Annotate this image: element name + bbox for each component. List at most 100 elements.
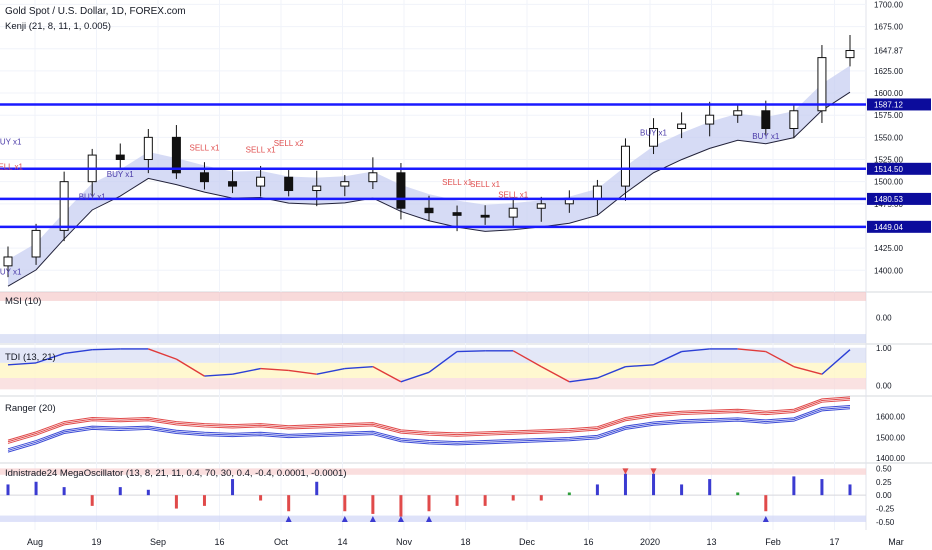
tdi-line-segment	[148, 348, 177, 360]
candle-body	[31, 229, 41, 258]
tdi-line-segment	[232, 367, 261, 375]
tdi-line-segment	[400, 371, 430, 383]
kenji-indicator-label[interactable]: Kenji (21, 8, 11, 1, 0.005)	[5, 21, 111, 32]
x-tick-label: Sep	[150, 537, 166, 547]
osc-buy-marker	[369, 515, 376, 522]
level-price-text: 1449.04	[874, 223, 903, 232]
candle-body	[761, 110, 771, 129]
last-price-text: 1647.87	[874, 47, 903, 56]
candle-body	[171, 136, 181, 174]
osc-hist-bar	[231, 479, 235, 496]
ranger-band-line	[7, 408, 851, 453]
candle-body	[59, 181, 69, 231]
x-tick-label: Feb	[765, 537, 781, 547]
tdi-line-segment	[344, 365, 373, 370]
tdi-line-segment	[372, 366, 402, 383]
candle-body	[789, 110, 799, 129]
level-price-tag	[867, 220, 931, 233]
osc-sell-marker	[650, 468, 657, 475]
tdi-line-segment	[765, 350, 795, 368]
msi-band	[0, 334, 866, 343]
osc-hist-bar	[146, 489, 150, 496]
osc-hist-bar	[427, 495, 431, 512]
y-tick-label: 1600.00	[874, 89, 903, 98]
x-tick-label: Dec	[519, 537, 536, 547]
candle-body	[228, 181, 238, 187]
sell-signal-label: SELL x1	[0, 162, 24, 171]
x-tick-label: 16	[583, 537, 593, 547]
osc-y-tick: 0.50	[876, 464, 892, 473]
candle-body	[733, 110, 743, 116]
tdi-line-segment	[428, 350, 458, 373]
buy-signal-label: BUY x1	[752, 132, 780, 141]
sell-signal-label: SELL x1	[470, 180, 500, 189]
osc-buy-marker	[341, 515, 348, 522]
sell-signal-label: SELL x1	[442, 178, 472, 187]
osc-upper-band	[0, 468, 866, 475]
level-price-tag	[867, 98, 931, 111]
candle-body	[312, 185, 322, 192]
osc-hist-bar	[371, 495, 375, 514]
buy-signal-label: BUY x1	[79, 192, 107, 201]
candle-body	[199, 172, 209, 183]
osc-hist-bar	[399, 495, 403, 517]
x-tick-label: Oct	[274, 537, 289, 547]
osc-hist-bar	[567, 492, 571, 496]
tdi-line-segment	[288, 369, 317, 375]
osc-hist-bar	[820, 479, 824, 496]
candle-body	[256, 176, 266, 187]
candle-body	[817, 57, 827, 112]
tdi-line-segment	[569, 377, 598, 383]
x-tick-label: 13	[706, 537, 716, 547]
y-tick-label: 1400.00	[874, 266, 903, 275]
x-tick-label: 17	[829, 537, 839, 547]
x-tick-label: 14	[337, 537, 347, 547]
level-price-tag	[867, 192, 931, 205]
tdi-line-segment	[625, 364, 654, 368]
candle-body	[452, 212, 462, 216]
sell-signal-label: SELL x1	[498, 191, 528, 200]
osc-hist-bar	[174, 495, 178, 509]
candle-body	[368, 172, 378, 183]
osc-hist-bar	[118, 487, 122, 496]
ranger-band-line	[7, 404, 851, 450]
x-tick-label: 16	[214, 537, 224, 547]
tdi-line-segment	[821, 349, 851, 375]
y-tick-label: 1625.00	[874, 67, 903, 76]
buy-signal-label: BUY x1	[640, 129, 668, 138]
buy-signal-label: BUY x1	[107, 170, 135, 179]
ranger-pane-label[interactable]: Ranger (20)	[5, 403, 56, 414]
ranger-band-line	[7, 406, 851, 451]
osc-y-tick: 0.00	[876, 491, 892, 500]
candle-body	[143, 136, 153, 161]
msi-pane-label[interactable]: MSI (10)	[5, 296, 42, 307]
osc-lower-band	[0, 515, 866, 522]
osc-hist-bar	[62, 487, 66, 496]
tdi-line-segment	[64, 348, 93, 355]
oscillator-pane-label[interactable]: Idnistrade24 MegaOscillator (13, 8, 21, …	[5, 468, 347, 479]
tdi-line-segment	[92, 348, 121, 351]
ranger-y-tick: 1400.00	[876, 454, 905, 463]
candle-body	[705, 114, 715, 125]
sell-signal-label: SELL x2	[274, 139, 304, 148]
osc-hist-bar	[315, 481, 319, 496]
tdi-y-tick: 1.00	[876, 344, 892, 353]
msi-y-tick: 0.00	[876, 314, 892, 323]
tdi-line-segment	[737, 348, 766, 353]
osc-hist-bar	[595, 484, 599, 496]
tdi-line-segment	[653, 350, 682, 366]
x-tick-label: Aug	[27, 537, 43, 547]
ranger-band-line	[7, 397, 851, 443]
x-tick-label: Nov	[396, 537, 413, 547]
osc-buy-marker	[397, 515, 404, 522]
candle-body	[284, 176, 294, 192]
tdi-pane-label[interactable]: TDI (13, 21)	[5, 352, 56, 363]
y-tick-label: 1575.00	[874, 111, 903, 120]
osc-hist-bar	[34, 481, 38, 496]
msi-band	[0, 292, 866, 301]
osc-hist-bar	[6, 484, 10, 496]
candle-body	[340, 181, 350, 187]
osc-y-tick: -0.50	[876, 518, 895, 527]
osc-hist-bar	[539, 495, 543, 501]
